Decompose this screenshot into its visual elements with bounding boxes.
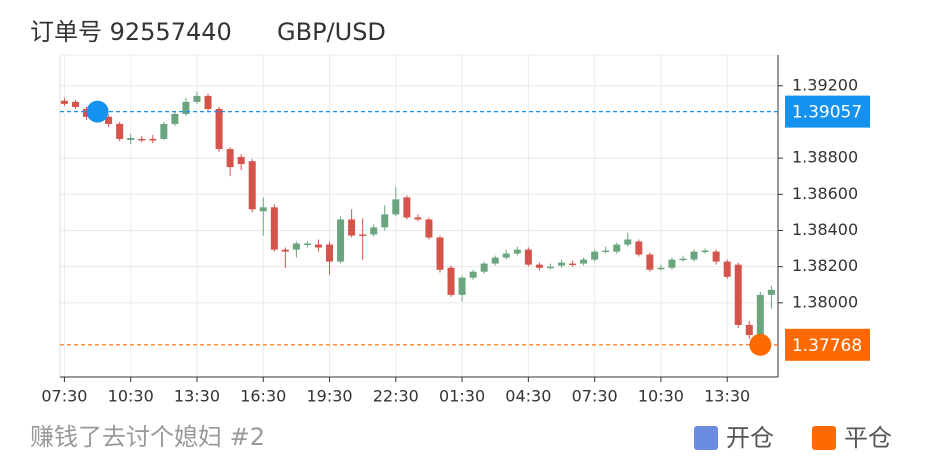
trade-marker [86,100,109,123]
candle-body [679,258,687,261]
candle-body [502,253,510,258]
candle-body [270,207,278,250]
x-tick-label: 13:30 [174,387,220,406]
trade-marker [749,333,772,356]
price-label-box [785,328,870,361]
candle-body [767,289,775,295]
candle-body [535,264,543,268]
price-label: 1.37768 [792,336,862,356]
candle-body [281,249,289,252]
candle-body [60,100,68,104]
legend-swatch [694,426,718,450]
candle-body [712,251,720,262]
candle-body [215,108,223,150]
candle-body [127,138,135,141]
candle-body [359,234,367,236]
candle-body [370,227,378,235]
candle-body [182,101,190,114]
candle-body [303,243,311,245]
x-tick-label: 13:30 [704,387,750,406]
legend-label: 平仓 [844,424,892,452]
candle-body [403,197,411,218]
candle-body [624,239,632,245]
candle-body [204,95,212,109]
candle-body [149,138,157,141]
candle-body [392,199,400,215]
candle-body [646,254,654,270]
price-label: 1.39057 [792,103,862,123]
chart-title: 订单号 92557440 [30,18,232,46]
candle-body [447,267,455,295]
candle-body [425,219,433,238]
y-tick-label: 1.38400 [792,220,858,239]
price-label-box [785,95,870,128]
x-tick-label: 19:30 [306,387,352,406]
candle-body [635,241,643,255]
x-tick-label: 10:30 [638,387,684,406]
candle-body [414,217,422,220]
candle-body [557,262,565,266]
x-tick-label: 10:30 [108,387,154,406]
candle-body [193,95,201,102]
candle-body [513,249,521,254]
candle-body [524,249,532,265]
candle-body [436,237,444,270]
candle-body [569,263,577,266]
candle-body [469,271,477,278]
x-tick-label: 07:30 [572,387,618,406]
candle-body [314,244,322,248]
x-tick-label: 07:30 [41,387,87,406]
candle-body [237,157,245,165]
candle-body [480,263,488,272]
candle-body [701,250,709,253]
candle-body [248,161,256,210]
y-tick-label: 1.39200 [792,75,858,94]
candle-body [381,214,389,228]
candle-body [657,267,665,270]
candle-body [580,259,588,264]
candle-body [734,264,742,325]
candle-body [690,251,698,260]
candle-body [591,251,599,260]
candle-body [326,244,334,262]
candle-body [491,257,499,264]
candle-body [138,138,146,141]
candle-body [171,113,179,124]
candle-body [105,116,113,124]
candle-body [668,259,676,268]
candle-body [613,244,621,252]
candle-body [723,261,731,277]
candle-body [116,123,124,139]
candle-body [458,277,466,295]
x-tick-label: 01:30 [439,387,485,406]
candle-body [292,243,300,250]
candle-body [546,266,554,269]
x-tick-label: 16:30 [240,387,286,406]
legend-label: 开仓 [726,424,774,452]
y-tick-label: 1.38200 [792,256,858,275]
y-tick-label: 1.38600 [792,184,858,203]
symbol: GBP/USD [277,18,386,46]
candle-body [83,108,91,117]
candle-body [259,207,267,212]
x-tick-label: 22:30 [373,387,419,406]
candle-body [71,101,79,107]
legend-swatch [812,426,836,450]
y-tick-label: 1.38000 [792,292,858,311]
candle-body [337,219,345,262]
candle-body [756,294,764,336]
candle-body [745,324,753,336]
candle-body [348,219,356,236]
footer: 赚钱了去讨个媳妇 #2 [30,423,265,451]
x-tick-label: 04:30 [505,387,551,406]
candle-body [160,123,168,139]
candle-body [226,149,234,168]
candle-body [602,250,610,253]
y-tick-label: 1.38800 [792,148,858,167]
